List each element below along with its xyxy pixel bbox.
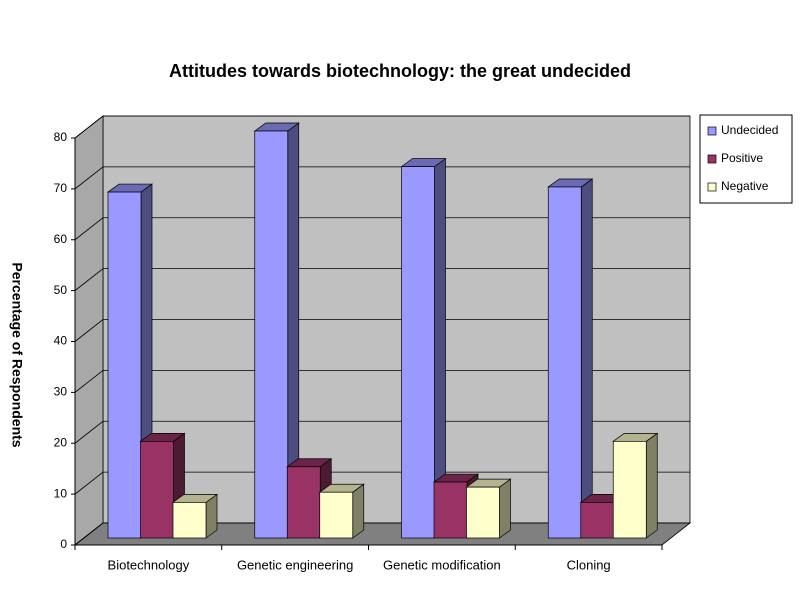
bar-front xyxy=(254,130,289,539)
legend-label: Positive xyxy=(721,151,763,165)
bar-front xyxy=(433,481,468,539)
y-tick-label: 0 xyxy=(60,537,67,551)
bar xyxy=(400,157,447,539)
legend-label: Undecided xyxy=(721,123,778,137)
legend-swatch xyxy=(707,182,717,192)
x-tick-label: Cloning xyxy=(567,557,611,572)
bar xyxy=(318,483,365,539)
grid-line xyxy=(74,369,690,393)
grid-line xyxy=(74,115,690,139)
bar xyxy=(612,432,659,539)
grid-line xyxy=(74,319,690,342)
x-tick-label: Genetic engineering xyxy=(237,557,353,572)
bar-front xyxy=(140,440,174,539)
y-tick-label: 30 xyxy=(54,385,68,399)
y-tick-label: 40 xyxy=(54,334,68,348)
bar-front xyxy=(286,466,321,539)
y-tick-label: 80 xyxy=(54,130,68,144)
grid-line xyxy=(74,471,690,495)
bar-side xyxy=(580,178,593,539)
x-tick-label: Genetic modification xyxy=(383,557,501,572)
grid-line xyxy=(74,217,690,241)
y-tick-label: 20 xyxy=(54,435,68,449)
bar-front xyxy=(466,486,500,539)
bar xyxy=(171,493,219,539)
grid-line xyxy=(74,166,690,190)
legend-swatch xyxy=(707,154,717,164)
grid-line xyxy=(74,268,690,291)
legend-swatch xyxy=(707,126,717,136)
bar-front xyxy=(580,502,615,539)
grid-line xyxy=(74,420,690,444)
bar-front xyxy=(319,491,354,539)
y-tick-label: 60 xyxy=(54,232,68,246)
bar-front xyxy=(612,440,647,539)
bar-front xyxy=(547,186,582,539)
y-tick-label: 10 xyxy=(54,486,68,500)
bar xyxy=(253,122,300,539)
bar xyxy=(465,478,512,539)
bar-front xyxy=(172,502,207,539)
y-axis-title: Percentage of Respondents xyxy=(9,262,25,447)
bar-side xyxy=(352,483,365,539)
bar-side xyxy=(645,432,658,539)
bar xyxy=(106,183,154,539)
bar-front xyxy=(107,191,142,539)
bar-side xyxy=(499,478,511,539)
y-tick-label: 70 xyxy=(54,181,68,195)
bar xyxy=(547,178,594,539)
chart-title: Attitudes towards biotechnology: the gre… xyxy=(169,61,631,81)
legend-label: Negative xyxy=(721,179,769,193)
bar-front xyxy=(401,166,435,539)
y-tick-label: 50 xyxy=(54,283,68,297)
x-tick-label: Biotechnology xyxy=(108,557,190,572)
